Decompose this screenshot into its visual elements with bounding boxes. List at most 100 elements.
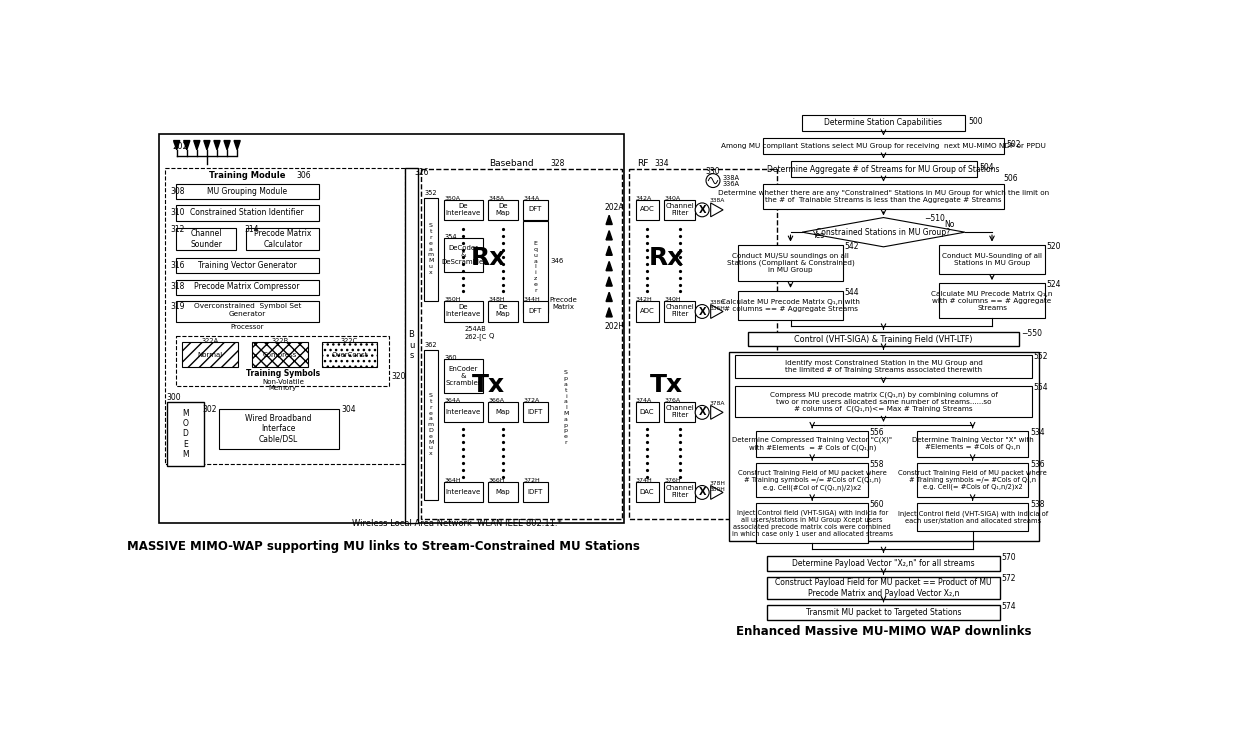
Text: 320: 320	[392, 373, 405, 381]
Text: Generator: Generator	[228, 311, 265, 317]
Text: DFT: DFT	[528, 308, 542, 314]
Text: 378H: 378H	[709, 481, 725, 486]
Bar	[764, 138, 1003, 154]
Bar	[729, 352, 1039, 541]
Bar	[802, 115, 965, 131]
Bar	[218, 409, 339, 448]
Text: 340H: 340H	[665, 298, 681, 302]
Text: 354: 354	[444, 234, 456, 240]
Bar	[665, 301, 696, 321]
Bar	[523, 301, 548, 321]
Text: Map: Map	[496, 409, 511, 415]
Text: 306: 306	[296, 171, 311, 179]
Bar	[405, 168, 418, 523]
Bar	[424, 198, 438, 301]
Text: De
Interleave: De Interleave	[446, 203, 481, 215]
Text: B
u
s: B u s	[409, 331, 414, 360]
Text: Normal: Normal	[197, 351, 223, 358]
Text: 538: 538	[1030, 501, 1044, 509]
Text: DAC: DAC	[640, 489, 655, 495]
Bar	[176, 205, 320, 220]
Polygon shape	[606, 231, 613, 240]
Text: DFT: DFT	[528, 206, 542, 212]
Text: X: X	[698, 487, 706, 498]
Text: De
Map: De Map	[496, 304, 511, 318]
Text: 344A: 344A	[523, 196, 539, 201]
Bar	[321, 343, 377, 367]
Text: Determine Station Capabilities: Determine Station Capabilities	[825, 118, 942, 127]
Text: 574: 574	[1002, 602, 1016, 611]
Bar	[756, 503, 868, 543]
Bar	[176, 336, 389, 386]
Text: 334: 334	[655, 159, 668, 168]
Text: 318: 318	[171, 282, 185, 291]
Bar	[635, 301, 658, 321]
Bar	[768, 605, 999, 620]
Bar	[768, 556, 999, 571]
Text: ADC: ADC	[640, 206, 655, 212]
Text: S
t
r
e
a
m
M
u
x: S t r e a m M u x	[428, 223, 434, 275]
Text: −510: −510	[924, 214, 945, 223]
Text: 338A: 338A	[722, 174, 739, 181]
Polygon shape	[606, 277, 613, 286]
Text: Identify most Constrained Station in the MU Group and
the limited # of Training : Identify most Constrained Station in the…	[785, 360, 982, 373]
Bar	[523, 482, 548, 503]
Text: −550: −550	[1021, 329, 1042, 338]
Bar	[665, 402, 696, 423]
Text: MASSIVE MIMO-WAP supporting MU links to Stream-Constrained MU Stations: MASSIVE MIMO-WAP supporting MU links to …	[128, 539, 640, 553]
Text: Interleave: Interleave	[446, 409, 481, 415]
Bar	[635, 200, 658, 220]
Text: Transmit MU packet to Targeted Stations: Transmit MU packet to Targeted Stations	[806, 608, 961, 617]
Polygon shape	[193, 140, 200, 150]
Text: 310: 310	[171, 209, 185, 218]
Text: Training Module: Training Module	[210, 171, 285, 179]
Text: 366H: 366H	[489, 478, 505, 484]
Bar	[791, 162, 977, 176]
Text: Calculate MU Precode Matrix Q₁,n with
# columns == # Aggregate Streams: Calculate MU Precode Matrix Q₁,n with # …	[722, 299, 859, 312]
Text: De
Map: De Map	[496, 203, 511, 215]
Text: RF: RF	[637, 159, 649, 168]
Text: 348H: 348H	[489, 298, 505, 302]
Text: 338A: 338A	[711, 198, 725, 203]
Text: Constrained Stations in MU Group?: Constrained Stations in MU Group?	[816, 228, 951, 237]
Bar	[489, 200, 518, 220]
Text: 556: 556	[869, 428, 884, 437]
Bar	[734, 386, 1033, 417]
Text: Precode Matrix
Calculator: Precode Matrix Calculator	[254, 229, 311, 249]
Text: 322B: 322B	[272, 338, 289, 344]
Text: De
Interleave: De Interleave	[446, 304, 481, 318]
Polygon shape	[606, 308, 613, 317]
Bar	[444, 238, 482, 272]
Text: 524: 524	[1047, 280, 1060, 289]
Bar	[940, 245, 1044, 273]
Bar	[247, 229, 320, 250]
Bar	[940, 283, 1044, 318]
Text: 304: 304	[341, 405, 356, 414]
Text: 346: 346	[551, 259, 564, 265]
Text: 352: 352	[424, 190, 438, 196]
Text: Training Vector Generator: Training Vector Generator	[198, 261, 296, 270]
Text: 504: 504	[980, 163, 994, 172]
Circle shape	[696, 304, 709, 318]
Text: 378A: 378A	[709, 401, 725, 406]
Bar	[768, 577, 999, 599]
Bar	[748, 332, 1019, 346]
Bar	[165, 168, 405, 464]
Text: 322A: 322A	[201, 338, 218, 344]
Text: Training Symbols: Training Symbols	[246, 368, 320, 378]
Text: Memory: Memory	[269, 384, 298, 391]
Text: 502: 502	[1007, 140, 1022, 148]
Text: Construct Training Field of MU packet where
# Training symbols =/= #Cols of C(Q₁: Construct Training Field of MU packet wh…	[738, 470, 887, 491]
Text: 330: 330	[706, 167, 720, 176]
Text: Channel
Sounder: Channel Sounder	[190, 229, 222, 249]
Text: 312: 312	[171, 225, 185, 234]
Text: S
t
r
e
a
m
D
e
M
u
x: S t r e a m D e M u x	[428, 393, 434, 456]
Bar	[489, 482, 518, 503]
Polygon shape	[215, 140, 221, 150]
Text: MU Grouping Module: MU Grouping Module	[207, 187, 288, 196]
Circle shape	[696, 486, 709, 499]
Text: 520: 520	[1047, 242, 1060, 251]
Text: Precode Matrix Compressor: Precode Matrix Compressor	[195, 282, 300, 291]
Text: 262-[C: 262-[C	[465, 333, 487, 340]
Text: 372A: 372A	[523, 398, 539, 404]
